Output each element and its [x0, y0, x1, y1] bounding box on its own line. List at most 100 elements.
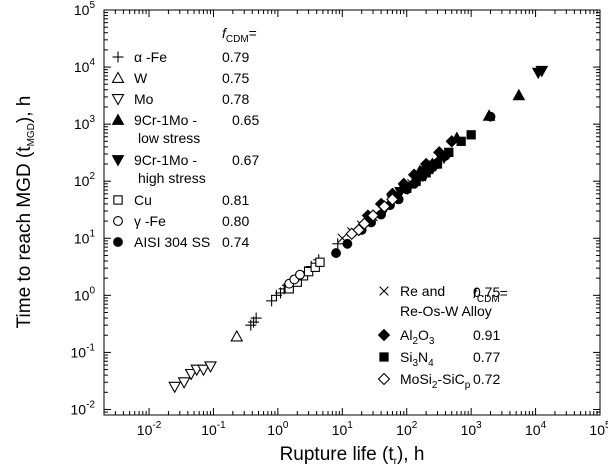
data-point — [177, 377, 191, 389]
legend-label: AISI 304 SS — [134, 234, 210, 250]
legend-marker — [111, 94, 125, 106]
legend-label: α -Fe — [134, 49, 167, 65]
y-tick-label: 103 — [74, 114, 96, 132]
data-point — [230, 329, 244, 342]
legend-marker — [111, 113, 125, 125]
series-6 — [284, 269, 305, 289]
legend-marker — [113, 237, 123, 247]
legend-label: Si3N4 — [400, 349, 434, 369]
legend-fcdm-value: 0.74 — [222, 234, 249, 250]
data-point — [466, 130, 476, 140]
axis-ticks — [103, 9, 601, 416]
data-point — [168, 381, 182, 394]
legend-item: Si3N4 0.77 — [379, 349, 500, 369]
plot-area — [103, 9, 601, 416]
legend-top-left: fCDM= α -Fe 0.79 W 0.75 Mo 0.78 9Cr-1Mo - 0.65 lo… — [111, 25, 259, 250]
legend-fcdm-value: 0.72 — [473, 371, 500, 387]
legend-label: 9Cr-1Mo - — [134, 112, 197, 128]
y-tick-label: 104 — [74, 57, 96, 75]
data-point — [204, 361, 217, 373]
legend-fcdm-value: 0.75 — [222, 70, 249, 86]
data-point — [535, 65, 549, 78]
legend-marker — [113, 195, 123, 205]
data-point — [378, 200, 391, 213]
x-tick-label: 102 — [396, 420, 418, 438]
legend-label-line2: high stress — [138, 170, 206, 186]
y-tick-label: 10-1 — [71, 342, 96, 360]
legend-label: W — [134, 70, 148, 86]
y-tick-labels: 10-2 10-1 100 101 102 103 104 105 — [71, 0, 96, 417]
y-tick-label: 105 — [74, 0, 96, 18]
x-axis-label: Rupture life (tr), h — [280, 444, 425, 467]
legend-fcdm-value: 0.65 — [232, 112, 259, 128]
data-points — [168, 65, 549, 394]
legend-marker — [377, 328, 391, 342]
legend-label: Cu — [134, 192, 152, 208]
series-11 — [345, 193, 399, 241]
legend-fcdm-value: 0.77 — [473, 349, 500, 365]
x-tick-label: 101 — [332, 420, 354, 438]
legend-fcdm-value: 0.79 — [222, 49, 249, 65]
y-tick-label: 101 — [74, 228, 96, 246]
legend-label: Mo — [134, 91, 154, 107]
legend-label: Re and — [400, 283, 445, 299]
x-tick-label: 103 — [461, 420, 483, 438]
legend-item: 9Cr-1Mo - 0.65 low stress — [111, 112, 259, 146]
x-tick-labels: 10-2 10-1 100 101 102 103 104 105 — [137, 420, 608, 438]
legend-label-line2: low stress — [138, 130, 200, 146]
series-2 — [168, 361, 217, 394]
legend-label: γ -Fe — [134, 213, 166, 229]
legend-marker — [379, 352, 389, 362]
data-point — [433, 146, 446, 159]
data-point — [366, 209, 380, 222]
legend-label: MoSi2-SiCp — [400, 371, 471, 391]
legend-item: Re and 0.75 Re-Os-W Alloy — [379, 283, 500, 319]
data-point — [266, 295, 278, 307]
legend-marker — [377, 372, 391, 386]
data-point — [386, 193, 399, 206]
legend-item: Mo 0.78 — [111, 91, 249, 107]
legend-item: Al2O3 0.91 — [377, 327, 500, 347]
data-point — [352, 223, 366, 237]
data-point — [315, 257, 325, 267]
legend-bottom-right: fCDM= Re and 0.75 Re-Os-W Alloy Al2O3 0.91 Si3… — [377, 283, 508, 391]
y-axis-label: Time to reach MGD (tMGD), h — [14, 96, 37, 329]
legend-item: W 0.75 — [111, 70, 249, 86]
data-point — [421, 168, 431, 178]
data-point — [358, 217, 371, 230]
data-point — [411, 176, 421, 186]
y-tick-label: 100 — [74, 285, 96, 303]
legend-fcdm-value: 0.67 — [232, 152, 259, 168]
legend-marker — [113, 216, 123, 226]
data-point — [310, 262, 320, 272]
series-9 — [361, 135, 458, 222]
legend-fcdm-value: 0.91 — [473, 327, 500, 343]
legend-label-line2: Re-Os-W Alloy — [400, 303, 492, 319]
data-point — [485, 111, 496, 122]
legend-marker — [379, 286, 389, 296]
legend-label: 9Cr-1Mo - — [134, 152, 197, 168]
data-point — [184, 368, 198, 381]
legend-item: α -Fe 0.79 — [112, 49, 249, 65]
legend-label: Al2O3 — [400, 327, 435, 347]
legend-marker — [111, 155, 125, 167]
legend-fcdm-header: fCDM= — [222, 25, 257, 45]
data-point — [332, 238, 344, 250]
legend-item: γ -Fe 0.80 — [113, 213, 249, 229]
plot-frame — [103, 9, 601, 416]
legend-fcdm-header: fCDM= — [473, 285, 508, 305]
x-tick-label: 10-2 — [137, 420, 162, 438]
legend-item: MoSi2-SiCp 0.72 — [377, 371, 500, 391]
legend-marker — [112, 51, 124, 63]
data-point — [294, 269, 305, 280]
legend-marker — [111, 71, 125, 83]
data-point — [197, 364, 210, 377]
legend-item: Cu 0.81 — [113, 192, 249, 208]
data-point — [402, 183, 412, 193]
x-tick-label: 105 — [589, 420, 608, 438]
data-point — [245, 319, 257, 331]
data-point — [331, 248, 341, 258]
legend-fcdm-value: 0.75 — [473, 284, 500, 300]
data-point — [445, 135, 458, 148]
series-1 — [230, 329, 244, 342]
